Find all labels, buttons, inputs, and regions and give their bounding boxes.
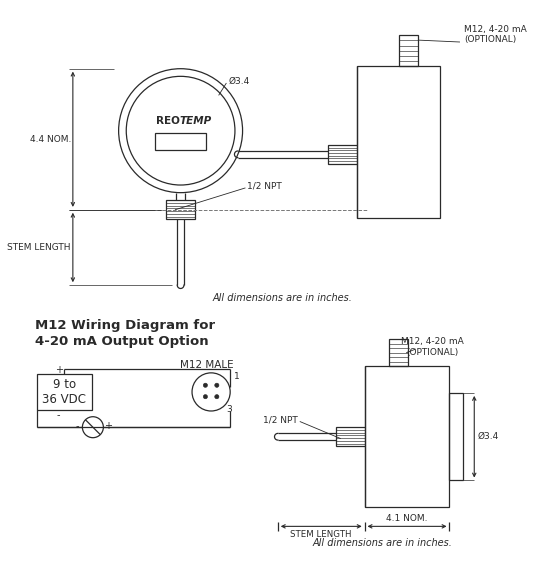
Bar — [357, 66, 440, 218]
Bar — [155, 132, 206, 150]
Text: 3: 3 — [226, 404, 232, 414]
Text: -: - — [57, 410, 60, 420]
Text: M12 Wiring Diagram for
4-20 mA Output Option: M12 Wiring Diagram for 4-20 mA Output Op… — [35, 319, 215, 347]
Bar — [450, 393, 463, 480]
Text: 4.4 NOM.: 4.4 NOM. — [30, 135, 71, 144]
Text: +: + — [55, 365, 63, 375]
Circle shape — [203, 383, 208, 387]
Text: 4.1 NOM.: 4.1 NOM. — [386, 514, 428, 523]
Text: STEM LENGTH: STEM LENGTH — [8, 243, 71, 252]
Circle shape — [215, 395, 219, 399]
Text: -: - — [76, 421, 80, 431]
Text: Ø3.4: Ø3.4 — [228, 77, 249, 86]
Text: All dimensions are in inches.: All dimensions are in inches. — [313, 537, 453, 548]
Text: 9 to
36 VDC: 9 to 36 VDC — [42, 378, 86, 406]
Bar — [328, 145, 357, 164]
Text: TEMP: TEMP — [180, 116, 212, 126]
Text: 1/2 NPT: 1/2 NPT — [247, 181, 282, 191]
Text: 1: 1 — [234, 372, 240, 381]
Bar — [365, 366, 450, 507]
Text: Ø3.4: Ø3.4 — [477, 432, 498, 441]
Bar — [37, 374, 92, 410]
Bar — [399, 35, 418, 66]
Bar — [166, 200, 195, 219]
Text: REO: REO — [156, 116, 180, 126]
Bar — [336, 427, 365, 446]
Text: M12, 4-20 mA
(OPTIONAL): M12, 4-20 mA (OPTIONAL) — [464, 25, 526, 44]
Bar — [389, 339, 408, 366]
Text: M12 MALE: M12 MALE — [180, 360, 233, 370]
Circle shape — [215, 383, 219, 387]
Text: +: + — [104, 421, 112, 431]
Text: All dimensions are in inches.: All dimensions are in inches. — [213, 293, 353, 302]
Circle shape — [203, 395, 208, 399]
Text: STEM LENGTH: STEM LENGTH — [291, 530, 352, 540]
Text: 1/2 NPT: 1/2 NPT — [263, 415, 298, 424]
Text: M12, 4-20 mA
(OPTIONAL): M12, 4-20 mA (OPTIONAL) — [400, 338, 463, 357]
